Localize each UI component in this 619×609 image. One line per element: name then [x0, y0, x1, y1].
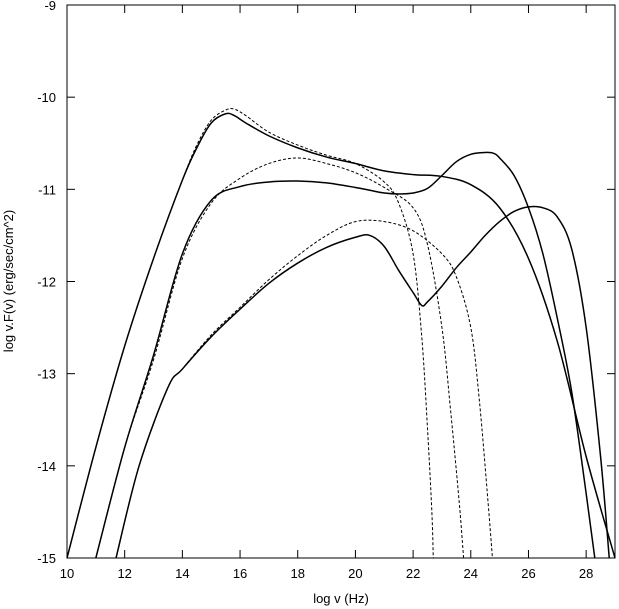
solid-curve-3: [95, 151, 596, 559]
dashed-curve-4: [95, 157, 465, 559]
solid-curve-1: [66, 112, 616, 559]
y-axis-title: log v.F(v) (erg/sec/cm^2): [1, 210, 16, 352]
x-tick-label: 20: [348, 566, 362, 581]
x-tick-label: 26: [521, 566, 535, 581]
solid-curve-5: [115, 205, 610, 559]
x-tick-label: 22: [406, 566, 420, 581]
ticks-layer: 10 12 14 16 18 20 22 24 26 28 -9 -10 -11 -12 -13 -14 -15: [37, 0, 615, 581]
y-tick-label: -12: [37, 275, 56, 290]
dashed-curve-2: [66, 108, 434, 559]
x-tick-label: 18: [291, 566, 305, 581]
x-axis-title: log v (Hz): [313, 591, 369, 606]
y-tick-label: -9: [44, 0, 56, 13]
plot-frame: [66, 4, 616, 559]
x-tick-label: 16: [233, 566, 247, 581]
x-tick-label: 10: [60, 566, 74, 581]
y-tick-label: -14: [37, 459, 56, 474]
x-tick-label: 12: [117, 566, 131, 581]
x-tick-label: 28: [579, 566, 593, 581]
y-tick-label: -10: [37, 90, 56, 105]
y-tick-label: -13: [37, 367, 56, 382]
series-layer: [66, 108, 616, 559]
dashed-curve-6: [115, 219, 493, 559]
x-tick-label: 24: [464, 566, 478, 581]
x-tick-label: 14: [175, 566, 189, 581]
y-tick-label: -15: [37, 551, 56, 566]
y-tick-label: -11: [38, 182, 56, 197]
